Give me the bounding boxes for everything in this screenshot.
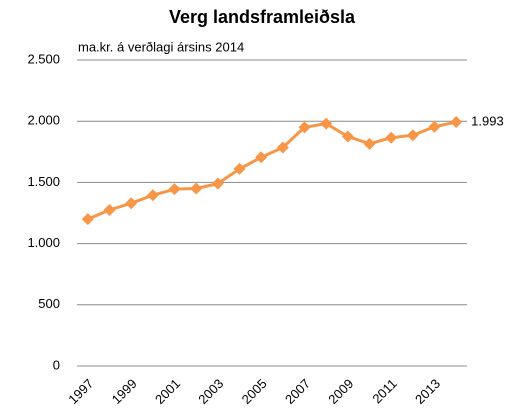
marker [320,117,333,130]
marker [125,197,138,210]
line [87,120,457,221]
marker [211,177,224,190]
x-tick-label: 2009 [325,376,356,407]
x-tick-label: 2007 [282,376,313,407]
x-tick-label: 2005 [239,376,270,407]
marker [255,151,268,164]
marker [298,121,311,134]
y-tick-label: 500 [38,296,60,311]
marker [341,130,354,143]
marker [385,131,398,144]
x-tick-label: 2011 [369,376,399,406]
y-tick-label: 1.000 [27,235,60,250]
marker [103,203,116,216]
marker [146,189,159,202]
marker [168,183,181,196]
x-tick-label: 1999 [109,376,140,407]
y-tick-label: 2.500 [27,51,60,66]
marker [450,116,463,129]
y-tick-label: 0 [53,357,60,372]
x-tick-label: 2013 [412,376,443,407]
marker [406,129,419,142]
marker [276,141,289,154]
x-tick-label: 1997 [65,376,96,407]
x-tick-label: 2003 [195,376,226,407]
value-label: 1.993 [471,113,504,128]
marker [81,213,94,226]
marker [428,120,441,133]
marker [363,137,376,150]
chart-title: Verg landsframleiðsla [169,7,356,27]
marker [190,182,203,195]
y-tick-label: 1.500 [27,174,60,189]
x-tick-label: 2001 [152,376,183,407]
chart-subtitle: ma.kr. á verðlagi ársins 2014 [78,39,244,54]
y-tick-label: 2.000 [27,113,60,128]
marker [233,162,246,175]
